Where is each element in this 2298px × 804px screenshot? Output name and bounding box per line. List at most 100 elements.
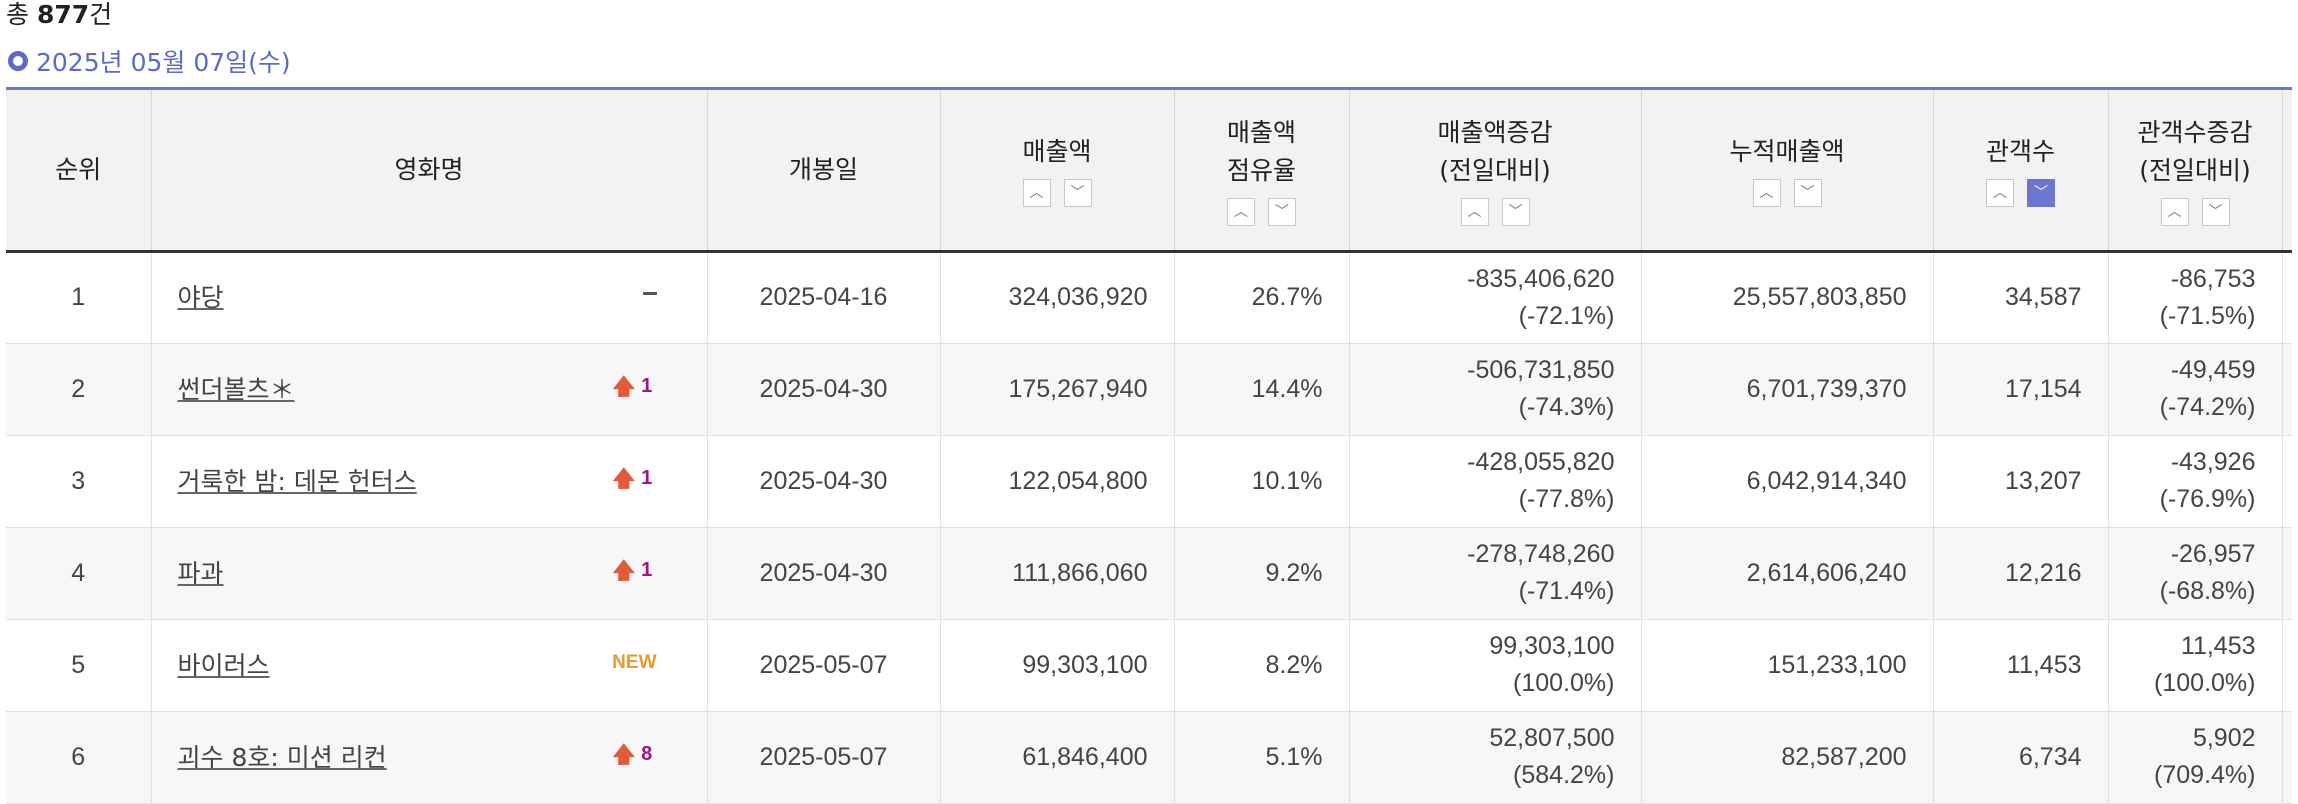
sales-change-percent: (-72.1%) — [1518, 301, 1615, 330]
audience-change-value: -86,753 — [2170, 264, 2256, 293]
summary-suffix: 건 — [89, 0, 113, 29]
sales-change-cell: 99,303,100 (100.0%) — [1349, 619, 1642, 712]
table-row: 4 파과 🡅 1 2025-04-30 111,866,060 9.2% -278,… — [6, 527, 2292, 620]
audience-change-cell: -49,459 (-74.2%) — [2108, 343, 2283, 436]
table-row: 6 괴수 8호: 미션 리컨 🡅 8 2025-05-07 61,846,400 5… — [6, 711, 2292, 804]
rank-cell: 3 — [6, 435, 152, 528]
sales-cell: 111,866,060 — [940, 527, 1175, 620]
sales-change-value: -278,748,260 — [1467, 540, 1615, 568]
no-change-icon — [642, 292, 657, 295]
title-cell: 파과 🡅 1 — [151, 527, 708, 620]
movie-title-link[interactable]: 파과 — [177, 558, 224, 588]
rank-change-value: 1 — [641, 374, 653, 397]
title-cell: 거룩한 밤: 데몬 헌터스 🡅 1 — [151, 435, 708, 528]
sort-desc-icon[interactable]: ﹀ — [1268, 197, 1296, 226]
table-header-row: 순위 영화명 개봉일 매출액 ︿ ﹀ 매출액 점유율 ︿ ﹀ 매출액증감 (전일대비) — [6, 90, 2292, 253]
header-cumulative-sales: 누적매출액 ︿ ﹀ — [1641, 90, 1934, 253]
sales-cell: 175,267,940 — [940, 343, 1175, 436]
sales-sort-controls: ︿ ﹀ — [941, 178, 1174, 207]
table-row: 2 썬더볼츠＊ 🡅 1 2025-04-30 175,267,940 14.4% -… — [6, 343, 2292, 436]
rank-change: 🡅 1 — [613, 460, 657, 497]
sort-asc-icon[interactable]: ︿ — [1460, 197, 1489, 226]
sort-asc-icon[interactable]: ︿ — [1752, 178, 1781, 207]
sales-change-value: 52,807,500 — [1489, 724, 1615, 752]
sales-cell: 99,303,100 — [940, 619, 1175, 712]
open-date-cell: 2025-05-07 — [707, 711, 941, 804]
sales-cell: 122,054,800 — [940, 435, 1175, 528]
share-cell: 5.1% — [1174, 711, 1350, 804]
sort-asc-icon[interactable]: ︿ — [2160, 197, 2189, 226]
cumulative-sales-cell: 151,233,100 — [1641, 619, 1934, 712]
rank-change-value: 1 — [641, 466, 653, 489]
rank-cell: 2 — [6, 343, 152, 436]
open-date-cell: 2025-04-30 — [707, 435, 941, 528]
rank-cell: 6 — [6, 711, 152, 804]
sort-desc-icon[interactable]: ﹀ — [1501, 197, 1530, 226]
audience-cell: 17,154 — [1933, 343, 2109, 436]
audience-cell: 6,734 — [1933, 711, 2109, 804]
header-title: 영화명 — [151, 90, 708, 253]
sales-change-percent: (584.2%) — [1513, 761, 1615, 789]
movie-title-link[interactable]: 괴수 8호: 미션 리컨 — [177, 742, 387, 772]
new-badge: NEW — [612, 651, 657, 673]
arrow-up-icon: 🡅 — [612, 557, 636, 583]
audience-change-cell: -86,753 (-71.5%) — [2108, 251, 2283, 344]
movie-title-link[interactable]: 거룩한 밤: 데몬 헌터스 — [177, 466, 417, 496]
audience-change-percent: (-68.8%) — [2159, 577, 2256, 605]
sort-desc-icon[interactable]: ﹀ — [2201, 197, 2230, 226]
share-sort-controls: ︿ ﹀ — [1175, 197, 1349, 226]
sales-change-cell: -835,406,620 (-72.1%) — [1349, 251, 1642, 344]
audience-change-cell: -26,957 (-68.8%) — [2108, 527, 2283, 620]
movie-title-link[interactable]: 바이러스 — [177, 650, 270, 680]
rank-cell: 5 — [6, 619, 152, 712]
share-cell: 10.1% — [1174, 435, 1350, 528]
sort-asc-icon[interactable]: ︿ — [1227, 197, 1255, 226]
share-cell: 14.4% — [1174, 343, 1350, 436]
movie-title-link[interactable]: 썬더볼츠＊ — [177, 374, 295, 404]
sales-change-percent: (-74.3%) — [1518, 393, 1615, 421]
summary-count: 877 — [36, 0, 90, 29]
overflow-cell — [2282, 527, 2292, 620]
open-date-cell: 2025-04-30 — [707, 527, 941, 620]
cumulative-sales-cell: 2,614,606,240 — [1641, 527, 1934, 620]
sort-desc-icon[interactable]: ﹀ — [1063, 178, 1092, 207]
open-date-cell: 2025-05-07 — [707, 619, 941, 712]
rank-cell: 4 — [6, 527, 152, 620]
sales-change-cell: -278,748,260 (-71.4%) — [1349, 527, 1642, 620]
circle-bullet-icon — [8, 51, 28, 71]
title-cell: 썬더볼츠＊ 🡅 1 — [151, 343, 708, 436]
cumulative-sales-cell: 6,701,739,370 — [1641, 343, 1934, 436]
title-cell: 야당 — [151, 251, 708, 344]
audience-change-value: -49,459 — [2170, 356, 2256, 384]
audience-change-cell: 5,902 (709.4%) — [2108, 711, 2283, 804]
audience-change-percent: (-71.5%) — [2159, 301, 2256, 330]
table-row: 5 바이러스 NEW 2025-05-07 99,303,100 8.2% 99,… — [6, 619, 2292, 712]
audience-change-value: 5,902 — [2192, 724, 2256, 752]
audience-sort-controls: ︿ ﹀ — [1934, 178, 2108, 207]
audience-change-value: 11,453 — [2180, 632, 2256, 660]
box-office-table-container: 순위 영화명 개봉일 매출액 ︿ ﹀ 매출액 점유율 ︿ ﹀ 매출액증감 (전일대비) — [6, 87, 2292, 804]
header-open-date: 개봉일 — [707, 90, 941, 253]
audience-change-value: -26,957 — [2170, 540, 2256, 568]
audience-change-cell: 11,453 (100.0%) — [2108, 619, 2283, 712]
sort-asc-icon[interactable]: ︿ — [1986, 178, 2014, 207]
audience-change-percent: (-74.2%) — [2159, 393, 2256, 421]
rank-cell: 1 — [6, 251, 152, 344]
sales-change-cell: -428,055,820 (-77.8%) — [1349, 435, 1642, 528]
movie-title-link[interactable]: 야당 — [177, 283, 224, 312]
sort-desc-icon[interactable]: ﹀ — [2027, 178, 2055, 207]
audience-change-percent: (-76.9%) — [2159, 485, 2256, 513]
sales-change-value: -506,731,850 — [1467, 356, 1615, 384]
arrow-up-icon: 🡅 — [612, 373, 636, 399]
table-top-rule — [6, 87, 2292, 90]
overflow-cell — [2282, 435, 2292, 528]
title-cell: 바이러스 NEW — [151, 619, 708, 712]
sales-change-value: -428,055,820 — [1467, 448, 1615, 476]
sales-change-cell: 52,807,500 (584.2%) — [1349, 711, 1642, 804]
overflow-cell — [2282, 343, 2292, 436]
cum-sales-sort-controls: ︿ ﹀ — [1642, 178, 1933, 207]
sort-asc-icon[interactable]: ︿ — [1022, 178, 1051, 207]
sales-change-sort-controls: ︿ ﹀ — [1350, 197, 1641, 226]
sales-cell: 61,846,400 — [940, 711, 1175, 804]
sort-desc-icon[interactable]: ﹀ — [1793, 178, 1822, 207]
